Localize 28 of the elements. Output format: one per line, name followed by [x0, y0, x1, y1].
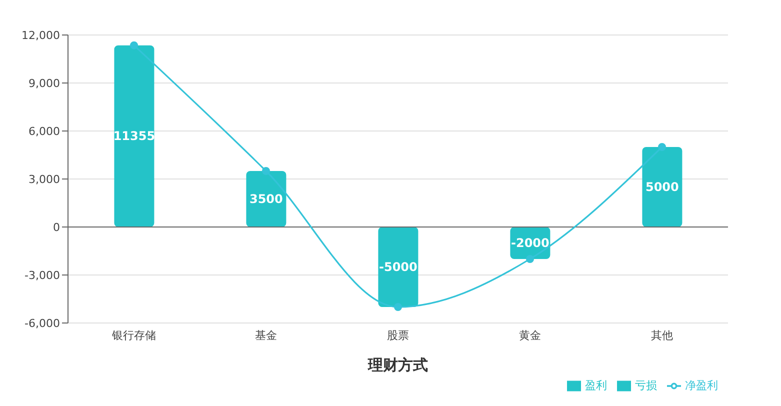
point	[526, 255, 534, 263]
y-tick-label: -3,000	[24, 268, 60, 282]
legend-label: 盈利	[585, 379, 607, 392]
x-tick-label: 股票	[387, 328, 409, 342]
y-tick-label: 0	[53, 220, 60, 234]
point	[262, 167, 270, 175]
point	[394, 303, 402, 311]
data-label: 5000	[645, 180, 679, 194]
point	[658, 143, 666, 151]
x-axis-title: 理财方式	[367, 356, 428, 374]
data-label: -2000	[511, 236, 550, 250]
y-tick-label: 3,000	[28, 172, 60, 186]
bar	[642, 147, 682, 227]
y-tick-label: 6,000	[28, 124, 60, 138]
y-tick-label: 9,000	[28, 76, 60, 90]
y-tick-label: 12,000	[22, 28, 60, 42]
data-label: -5000	[379, 260, 418, 274]
x-tick-label: 银行存储	[111, 328, 156, 342]
bar	[114, 45, 154, 227]
y-tick-label: -6,000	[24, 316, 60, 330]
legend-label: 净盈利	[685, 379, 718, 392]
legend-label: 亏损	[635, 379, 657, 392]
x-tick-label: 黄金	[519, 328, 541, 342]
point	[130, 41, 138, 50]
x-tick-label: 基金	[255, 328, 277, 342]
bar	[378, 227, 418, 307]
data-label: 3500	[249, 192, 283, 206]
x-tick-label: 其他	[651, 328, 673, 342]
